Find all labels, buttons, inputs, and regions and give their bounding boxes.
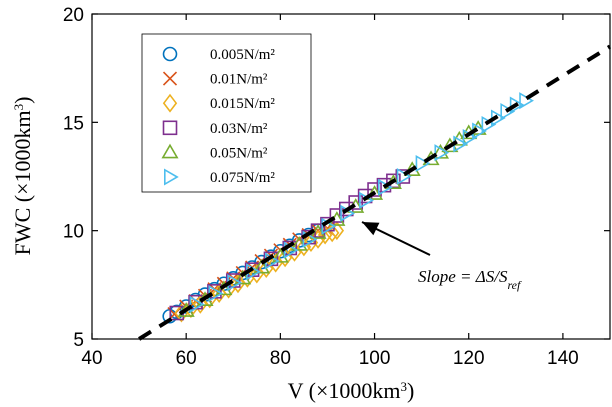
legend-marker-5 (161, 143, 179, 159)
point-series-6 (509, 96, 525, 114)
y-axis-label: FWC (×1000km3) (10, 97, 35, 256)
legend: 0.005N/m² 0.01N/m² 0.015N/m² 0.03N/m² 0.05N/… (141, 33, 312, 193)
y-tick-label: 5 (73, 330, 84, 351)
legend-marker-6 (164, 168, 179, 186)
point-series-6 (302, 230, 318, 248)
legend-marker-4 (162, 120, 178, 136)
plot-frame (91, 13, 611, 340)
point-series-3 (268, 253, 283, 273)
legend-marker-1 (162, 46, 178, 62)
legend-label-2: 0.01N/m² (210, 72, 268, 88)
x-tick-label: 60 (176, 348, 197, 369)
x-tick-label: 40 (81, 348, 102, 369)
x-tick-label: 100 (359, 348, 391, 369)
y-tick-label: 10 (63, 222, 84, 243)
x-axis-label: V (×1000km3) (288, 378, 415, 403)
x-tick-label: 140 (547, 348, 579, 369)
fit-line (138, 44, 612, 341)
point-series-6 (415, 154, 431, 173)
legend-marker-3 (162, 93, 178, 113)
x-tick-label: 120 (453, 348, 485, 369)
point-series-3 (230, 274, 246, 294)
legend-label-3: 0.015N/m² (210, 96, 275, 112)
legend-label-4: 0.03N/m² (210, 121, 268, 137)
y-tick-label: 15 (63, 113, 84, 134)
point-series-6 (377, 178, 393, 196)
legend-label-5: 0.05N/m² (210, 145, 268, 161)
annotation-text: Slope = ΔS/Sref (418, 267, 522, 292)
x-tick-label: 80 (270, 348, 291, 369)
legend-marker-2 (162, 71, 178, 86)
point-series-6 (189, 295, 205, 313)
legend-label-1: 0.005N/m² (210, 47, 275, 63)
point-series-6 (434, 144, 450, 162)
point-series-3 (193, 294, 208, 314)
point-series-4 (367, 182, 382, 197)
slope-annotation: Slope = ΔS/Sref (361, 221, 522, 292)
legend-label-6: 0.075N/m² (210, 170, 275, 186)
axis-ticks: 40 60 80 100 120 140 5 10 15 20 (63, 5, 610, 369)
point-series-3 (249, 264, 264, 284)
annotation-arrowhead (362, 222, 380, 236)
y-tick-label: 20 (63, 5, 84, 26)
